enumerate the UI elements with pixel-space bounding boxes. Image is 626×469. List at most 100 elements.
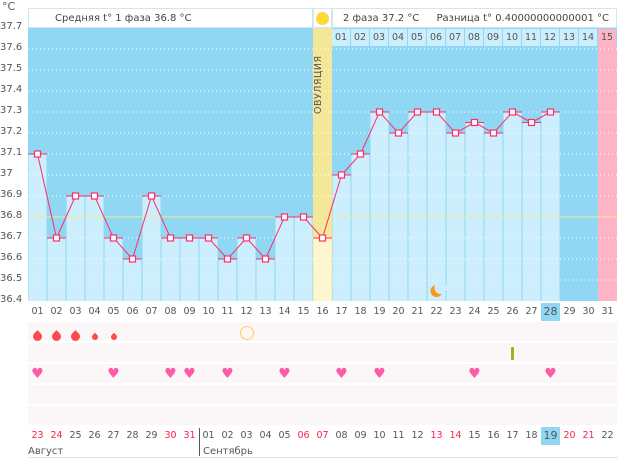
phase2-day-label: 08 <box>465 29 483 46</box>
calendar-date-label: 15 <box>468 430 481 441</box>
temperature-bar <box>332 175 351 301</box>
temperature-point <box>166 234 175 242</box>
temperature-bar <box>180 238 199 301</box>
cycle-day-label: 26 <box>506 306 519 317</box>
temperature-bar <box>503 112 522 301</box>
phase2-day-label: 14 <box>579 29 597 46</box>
calendar-date-label: 29 <box>145 430 158 441</box>
cycle-day-label: 11 <box>221 306 234 317</box>
y-tick-label: 37.2 <box>0 126 23 137</box>
heart-icon: ♥ <box>31 366 44 382</box>
temperature-point <box>109 234 118 242</box>
phase2-header: 2 фаза 37.2 °C Разница t° 0.400000000000… <box>332 8 617 28</box>
phase2-day-label: 11 <box>522 29 540 46</box>
y-tick-label: 36.6 <box>0 252 23 263</box>
calendar-date-label: 27 <box>107 430 120 441</box>
phase2-day-label: 13 <box>560 29 578 46</box>
temperature-bar <box>66 196 85 301</box>
cycle-day-label: 10 <box>202 306 215 317</box>
y-tick-label: 37.6 <box>0 42 23 53</box>
cycle-day-label: 13 <box>259 306 272 317</box>
marker-row <box>28 343 617 362</box>
y-tick-label: 37.1 <box>0 147 23 158</box>
calendar-date-label: 21 <box>582 430 595 441</box>
phase2-day-label: 03 <box>370 29 388 46</box>
temperature-point <box>71 192 80 200</box>
y-tick-label: 36.7 <box>0 231 23 242</box>
cycle-day-label: 15 <box>297 306 310 317</box>
calendar-date-label: 11 <box>392 430 405 441</box>
temperature-bar <box>104 238 123 301</box>
temperature-bar <box>199 238 218 301</box>
temperature-bar <box>218 259 237 301</box>
phase2-day-label: 01 <box>332 29 350 46</box>
temperature-bar <box>161 238 180 301</box>
cycle-day-label: 29 <box>563 306 576 317</box>
temperature-point <box>318 234 327 242</box>
calendar-date-label: 01 <box>202 430 215 441</box>
temperature-point <box>337 171 346 179</box>
temperature-point <box>508 108 517 116</box>
cycle-day-label: 07 <box>145 306 158 317</box>
y-tick-label: 37.4 <box>0 84 23 95</box>
heart-icon: ♥ <box>373 366 386 382</box>
temperature-point <box>128 255 137 263</box>
heart-icon: ♥ <box>278 366 291 382</box>
temperature-bar <box>237 238 256 301</box>
cycle-day-label: 22 <box>430 306 443 317</box>
cycle-day-label: 19 <box>373 306 386 317</box>
temperature-point <box>185 234 194 242</box>
temperature-bar <box>142 196 161 301</box>
calendar-date-label: 24 <box>50 430 63 441</box>
temperature-bar <box>522 122 541 301</box>
calendar-date-label: 07 <box>316 430 329 441</box>
y-tick-label: 36.5 <box>0 273 23 284</box>
heart-icon: ♥ <box>221 366 234 382</box>
temperature-bar <box>465 122 484 301</box>
temperature-bar <box>47 238 66 301</box>
cycle-day-label: 27 <box>525 306 538 317</box>
marker-row <box>28 406 617 425</box>
temperature-bar <box>541 112 560 301</box>
sun-icon <box>316 12 329 25</box>
temperature-point <box>223 255 232 263</box>
marker-row <box>28 364 617 383</box>
calendar-date-label: 18 <box>525 430 538 441</box>
calendar-date-label: 02 <box>221 430 234 441</box>
phase2-average: 2 фаза 37.2 °C <box>343 13 420 24</box>
calendar-date-label: 08 <box>335 430 348 441</box>
moon-icon-cutout <box>434 282 447 294</box>
cycle-day-label: 16 <box>316 306 329 317</box>
cycle-day-label: 31 <box>601 306 614 317</box>
temperature-bar <box>256 259 275 301</box>
cycle-day-label: 24 <box>468 306 481 317</box>
marker-row <box>28 385 617 404</box>
temperature-point <box>375 108 384 116</box>
month-august: Август <box>28 446 64 457</box>
phase2-day-label: 15 <box>598 29 616 46</box>
temperature-bar <box>294 217 313 301</box>
temperature-bar <box>370 112 389 301</box>
phase2-day-label: 10 <box>503 29 521 46</box>
ovulation-label: ОВУЛЯЦИЯ <box>313 55 324 115</box>
temperature-point <box>356 150 365 158</box>
cycle-day-label: 03 <box>69 306 82 317</box>
cycle-day-label: 21 <box>411 306 424 317</box>
cycle-day-label: 02 <box>50 306 63 317</box>
cycle-day-label: 17 <box>335 306 348 317</box>
calendar-date-label: 19 <box>541 427 560 445</box>
phase2-day-label: 05 <box>408 29 426 46</box>
temperature-point <box>527 118 536 127</box>
month-september: Сентябрь <box>203 446 253 457</box>
calendar-date-label: 16 <box>487 430 500 441</box>
temperature-point <box>451 129 460 137</box>
calendar-date-label: 26 <box>88 430 101 441</box>
cycle-day-label: 06 <box>126 306 139 317</box>
calendar-date-label: 14 <box>449 430 462 441</box>
cycle-day-label: 28 <box>541 303 560 321</box>
temperature-point <box>52 234 61 242</box>
calendar-date-label: 25 <box>69 430 82 441</box>
calendar-date-label: 28 <box>126 430 139 441</box>
